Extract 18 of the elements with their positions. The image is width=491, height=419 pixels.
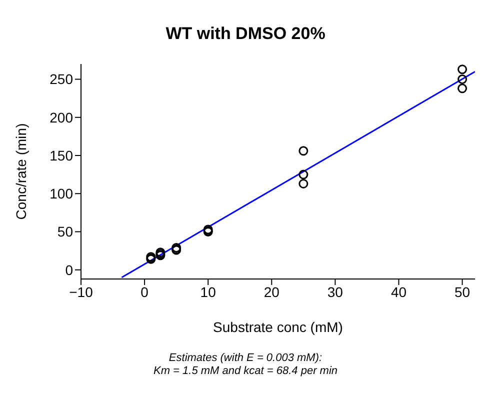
y-tick-label: 150	[50, 147, 74, 164]
text: Estimates (with E = 0.003 mM):	[168, 352, 324, 365]
x-tick-label: 20	[264, 284, 280, 300]
x-axis-title: Substrate conc (mM)	[213, 319, 343, 335]
y-tick-label: 0	[65, 262, 74, 278]
x-tick-label: −10	[69, 284, 94, 300]
x-tick-label: 0	[140, 284, 149, 300]
y-tick-label: 100	[50, 186, 74, 202]
y-tick-label: 50	[57, 224, 74, 240]
chart-title: WT with DMSO 20%	[164, 24, 326, 45]
x-tick-label: 30	[327, 284, 344, 300]
x-tick-label: 50	[454, 284, 470, 300]
y-tick-label: 200	[50, 109, 74, 126]
x-tick-label: 40	[390, 284, 407, 300]
y-tick-label: 250	[50, 71, 74, 88]
text: Km = 1.5 mM and kcat = 68.4 per min	[152, 365, 339, 378]
x-tick-label: 10	[200, 284, 216, 300]
y-axis-title: Conc/rate (min)	[12, 123, 29, 220]
